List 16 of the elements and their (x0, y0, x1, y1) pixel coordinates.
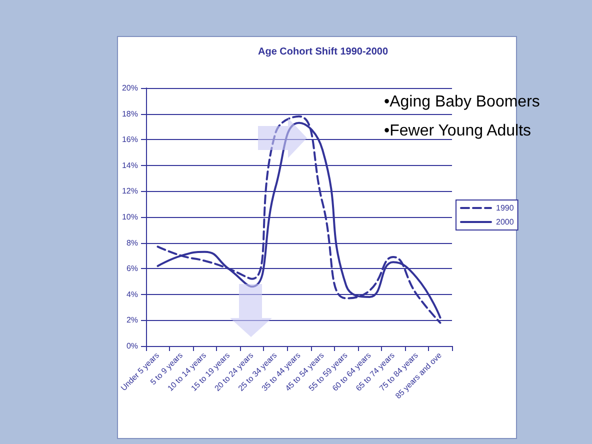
y-tick-label: 8% (126, 238, 138, 248)
y-tick-label: 16% (122, 135, 138, 144)
y-tick-label: 2% (126, 316, 138, 325)
y-tick-label: 0% (126, 342, 138, 350)
annotation: •Aging Baby Boomers (384, 94, 540, 110)
chart-title: Age Cohort Shift 1990-2000 (258, 46, 388, 58)
legend-label: 1990 (496, 204, 514, 212)
y-tick-label: 20% (122, 84, 138, 92)
y-tick-label: 12% (122, 186, 138, 196)
annotation: •Fewer Young Adults (384, 122, 532, 140)
legend-label: 2000 (496, 218, 514, 226)
y-tick-label: 18% (122, 109, 138, 118)
y-tick-label: 10% (122, 212, 138, 222)
y-tick-label: 6% (126, 264, 138, 274)
y-tick-label: 4% (126, 290, 138, 299)
y-tick-label: 14% (122, 160, 138, 170)
